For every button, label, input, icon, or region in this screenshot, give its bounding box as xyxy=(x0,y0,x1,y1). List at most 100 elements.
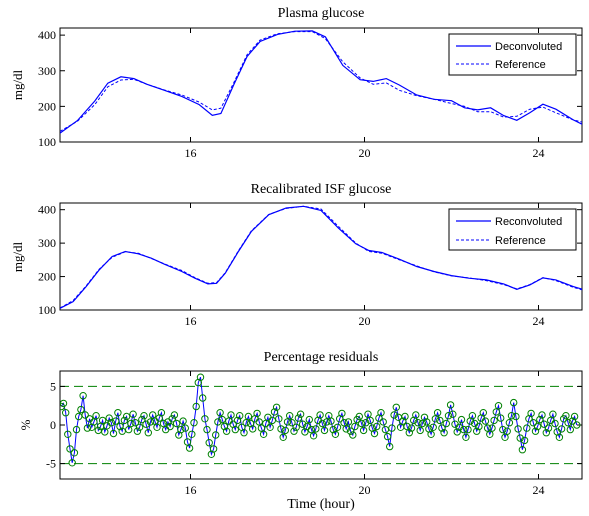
residual-point xyxy=(296,410,305,418)
y-ticks: 100 200 300 400 xyxy=(38,28,582,149)
residual-point xyxy=(127,419,135,428)
residual-point xyxy=(405,429,413,437)
residual-point xyxy=(344,418,353,426)
residual-point xyxy=(114,409,122,417)
series-line-deconvoluted xyxy=(60,30,582,134)
residual-point xyxy=(227,411,235,419)
residual-point xyxy=(403,422,411,431)
series-group xyxy=(60,373,581,467)
residual-point xyxy=(327,417,335,425)
y-axis-label: mg/dl xyxy=(10,69,25,100)
panel-plasma-glucose: Plasma glucose 16 20 24 100 200 300 400 mg/dl… xyxy=(10,6,583,160)
residual-point xyxy=(199,394,207,402)
residual-point xyxy=(549,410,557,418)
residual-point xyxy=(462,433,470,441)
residual-point xyxy=(212,431,220,439)
residual-point xyxy=(116,422,124,431)
residual-point xyxy=(240,429,248,437)
residual-point xyxy=(507,412,516,420)
residual-point xyxy=(259,430,268,438)
residual-point xyxy=(533,422,542,431)
x-ticks: 16 20 24 xyxy=(185,28,545,160)
y-tick-label: 300 xyxy=(38,64,56,78)
plot-area xyxy=(59,370,583,480)
residual-point xyxy=(266,423,274,431)
residual-point xyxy=(203,425,211,434)
residual-point xyxy=(364,410,372,418)
residual-point xyxy=(346,427,355,435)
residual-point xyxy=(379,418,387,426)
y-tick-label: 100 xyxy=(38,135,56,149)
residual-point xyxy=(427,430,435,438)
residual-point xyxy=(512,412,520,421)
residual-point xyxy=(192,402,200,411)
residual-point xyxy=(481,417,490,425)
residual-point xyxy=(312,425,320,433)
x-tick-label: 20 xyxy=(359,483,371,497)
residual-point xyxy=(479,409,487,417)
residual-point xyxy=(573,421,581,429)
residual-point xyxy=(283,418,292,426)
legend-label: Reference xyxy=(495,59,546,71)
residual-point xyxy=(440,429,448,437)
residual-point xyxy=(60,399,68,408)
residual-point xyxy=(135,423,144,431)
legend-box xyxy=(448,33,577,76)
chart-title: Percentage residuals xyxy=(264,350,379,365)
x-axis-label: Time (hour) xyxy=(287,497,355,512)
residual-point xyxy=(423,418,431,426)
residual-point xyxy=(355,412,363,421)
residual-point xyxy=(153,423,161,431)
residual-point xyxy=(270,408,279,416)
residual-point xyxy=(307,425,316,434)
x-tick-label: 24 xyxy=(533,314,545,328)
residual-point xyxy=(294,414,303,422)
residual-point xyxy=(518,446,527,454)
residual-point xyxy=(275,415,283,423)
y-tick-label: 300 xyxy=(38,236,56,250)
series-line-reference xyxy=(60,205,582,309)
residual-point xyxy=(342,425,350,433)
residual-point xyxy=(457,415,466,424)
x-tick-label: 20 xyxy=(359,146,371,160)
residual-point xyxy=(529,419,537,427)
residual-point xyxy=(144,429,153,437)
residual-point xyxy=(349,431,357,439)
residual-point xyxy=(131,419,140,427)
residual-point xyxy=(333,423,342,431)
residual-point xyxy=(520,436,529,445)
residual-point xyxy=(112,417,120,425)
residual-point xyxy=(181,424,190,432)
residual-point xyxy=(446,401,455,409)
x-tick-label: 24 xyxy=(533,146,545,160)
residual-point xyxy=(277,425,285,433)
residual-point xyxy=(542,429,550,437)
residual-point xyxy=(551,419,559,428)
residual-point xyxy=(242,419,250,427)
residual-point xyxy=(510,398,518,407)
legend-label: Reconvoluted xyxy=(495,216,562,228)
residual-point xyxy=(190,419,198,427)
residual-point xyxy=(272,403,281,411)
y-tick-label: 5 xyxy=(50,379,56,393)
y-tick-label: -5 xyxy=(46,457,56,471)
residual-point xyxy=(516,434,524,442)
residual-point xyxy=(568,417,577,425)
residual-point xyxy=(83,424,92,432)
y-tick-label: 400 xyxy=(38,28,56,42)
residual-point xyxy=(460,425,468,434)
residual-point xyxy=(122,412,131,421)
residual-point xyxy=(499,425,507,434)
residual-point xyxy=(544,424,553,432)
y-ticks: 100 200 300 400 xyxy=(38,203,582,317)
residual-point xyxy=(257,424,266,432)
residual-point xyxy=(373,422,381,431)
residual-point xyxy=(79,392,87,400)
residual-point xyxy=(362,419,370,427)
legend-label: Reference xyxy=(495,235,546,247)
residual-point xyxy=(420,413,429,421)
residual-point xyxy=(233,416,242,425)
residual-point xyxy=(236,412,244,420)
residual-point xyxy=(357,419,366,428)
residual-point xyxy=(309,432,318,440)
